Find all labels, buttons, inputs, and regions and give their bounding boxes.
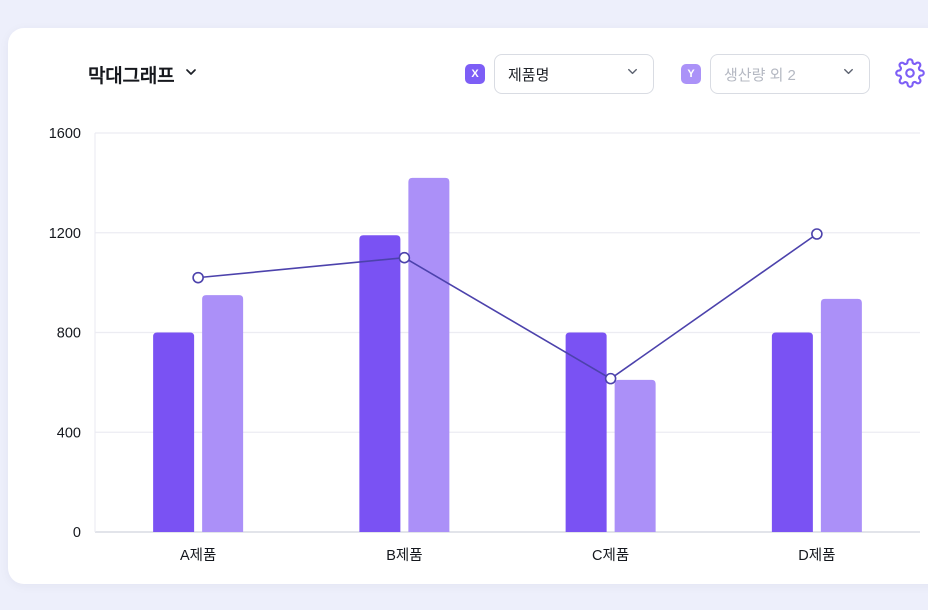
bar-bar-series-2-A제품 <box>202 295 244 532</box>
line-series-path <box>198 233 818 380</box>
chevron-down-icon <box>183 64 199 85</box>
bar-bar-series-2-D제품 <box>820 298 862 532</box>
bar-bar-series-1-D제품 <box>771 332 813 532</box>
chart-area: 0 400 800 1200 1600 A제품 B제품 C제품 D제품 <box>8 98 928 588</box>
chevron-down-icon <box>841 64 856 84</box>
x-axis-select-value: 제품명 <box>508 66 550 84</box>
chart-title: 막대그래프 <box>88 65 175 87</box>
axis-controls: X 제품명 Y 생산량 외 2 <box>465 54 926 94</box>
chart-type-dropdown[interactable]: 막대그래프 <box>88 61 199 88</box>
y-tick-label: 1600 <box>49 126 81 142</box>
gear-icon <box>895 57 925 91</box>
line-marker-D제품 <box>811 228 823 240</box>
x-category-label: B제품 <box>386 547 422 564</box>
y-axis-select[interactable]: 생산량 외 2 <box>710 54 870 94</box>
bar-bar-series-1-C제품 <box>565 332 607 532</box>
chart-header: 막대그래프 X 제품명 Y 생산량 외 2 <box>8 28 928 94</box>
settings-button[interactable] <box>894 57 926 91</box>
y-axis-select-value: 생산량 외 2 <box>724 66 796 84</box>
x-axis-select[interactable]: 제품명 <box>494 54 654 94</box>
chevron-down-icon <box>625 64 640 84</box>
y-tick-label: 0 <box>73 525 81 541</box>
line-marker-A제품 <box>192 271 204 284</box>
y-tick-label: 400 <box>57 425 81 441</box>
y-axis-badge: Y <box>681 64 701 84</box>
line-marker-B제품 <box>398 251 411 264</box>
chart-svg: 0 400 800 1200 1600 A제품 B제품 C제품 D제품 <box>49 126 920 564</box>
y-tick-label: 800 <box>57 326 81 342</box>
bar-bar-series-2-B제품 <box>408 177 450 532</box>
line-marker-C제품 <box>604 372 617 385</box>
x-category-label: D제품 <box>798 547 835 564</box>
chart-card: 막대그래프 X 제품명 Y 생산량 외 2 <box>8 28 928 584</box>
bar-bar-series-2-C제품 <box>614 379 656 532</box>
y-tick-label: 1200 <box>49 226 81 242</box>
bar-bar-series-1-B제품 <box>359 235 401 532</box>
x-category-label: A제품 <box>180 547 216 564</box>
x-category-label: C제품 <box>592 547 629 564</box>
x-axis-badge: X <box>465 64 485 84</box>
bar-bar-series-1-A제품 <box>153 332 195 532</box>
